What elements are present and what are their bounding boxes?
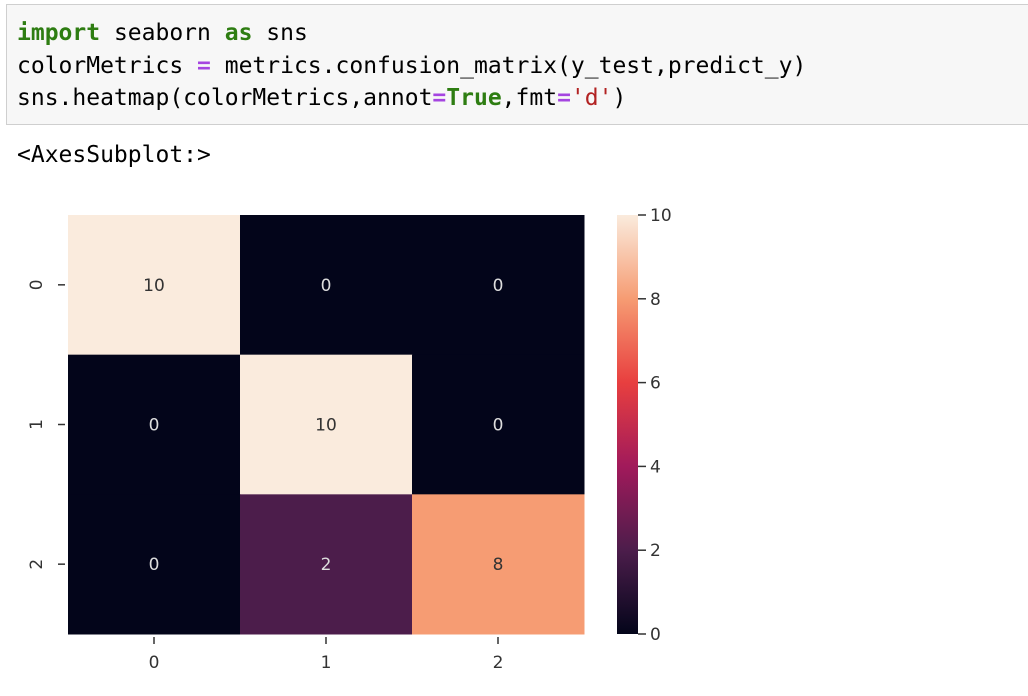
colorbar-tick-label: 2 [650,541,661,561]
code-token: sns.heatmap(colorMetrics,annot [17,85,433,111]
cell-output-text: <AxesSubplot:> [17,142,211,168]
heatmap-chart: 10 0 0 0 10 0 0 2 8 0 1 2 0 1 2 0 2 4 6 8 10 [27,206,672,673]
code-token: = [557,85,571,111]
cell-annotation: 10 [143,276,165,296]
cell-annotation: 0 [149,416,160,436]
code-token: 'd' [570,85,613,111]
cell-annotation: 10 [315,416,337,436]
heatmap-cell [412,494,585,635]
code-token: import [17,20,101,46]
y-tick-label: 2 [27,559,47,570]
colorbar-tick-label: 6 [650,374,661,394]
cell-annotation: 0 [321,276,332,296]
cell-annotation: 0 [493,416,504,436]
code-token: = [432,85,447,111]
heatmap-cell [68,215,241,356]
heatmap-cell [412,215,585,356]
code-cell-input[interactable] [6,4,1028,125]
code-token: colorMetrics [17,52,198,79]
code-token: ,fmt [501,85,558,111]
heatmap-cell [68,354,241,495]
cell-annotation: 8 [493,555,504,575]
code-line: import seaborn as sns [17,17,806,50]
x-tick-label: 2 [493,653,504,673]
code-token: sns [252,20,308,46]
code-token: as [224,20,253,46]
cell-annotation: 0 [493,276,504,296]
code-token: ) [612,85,627,111]
x-tick-label: 0 [149,653,160,673]
code-editor[interactable]: import seaborn as sns colorMetrics = metr… [17,17,806,115]
code-line: sns.heatmap(colorMetrics,annot=True,fmt=… [17,82,806,115]
heatmap-cell [68,494,241,635]
code-token: seaborn [100,20,225,46]
code-token: True [446,85,502,111]
colorbar-tick-label: 10 [650,206,672,226]
x-tick-label: 1 [321,653,332,673]
y-tick-label: 0 [27,279,47,290]
heatmap-cell [240,354,413,495]
y-tick-label: 1 [27,419,47,430]
heatmap-cell [240,494,413,635]
cell-annotation: 2 [321,555,332,575]
colorbar [617,215,638,634]
colorbar-tick-label: 0 [650,625,661,645]
colorbar-tick-label: 4 [650,457,661,477]
colorbar-tick-label: 8 [650,290,661,310]
code-line: colorMetrics = metrics.confusion_matrix(… [17,50,806,83]
cell-annotation: 0 [149,555,160,575]
code-token: = [197,52,211,79]
heatmap-cell [412,354,585,495]
heatmap-cell [240,215,413,356]
code-token: metrics.confusion_matrix(y_test,predict_… [210,52,807,79]
